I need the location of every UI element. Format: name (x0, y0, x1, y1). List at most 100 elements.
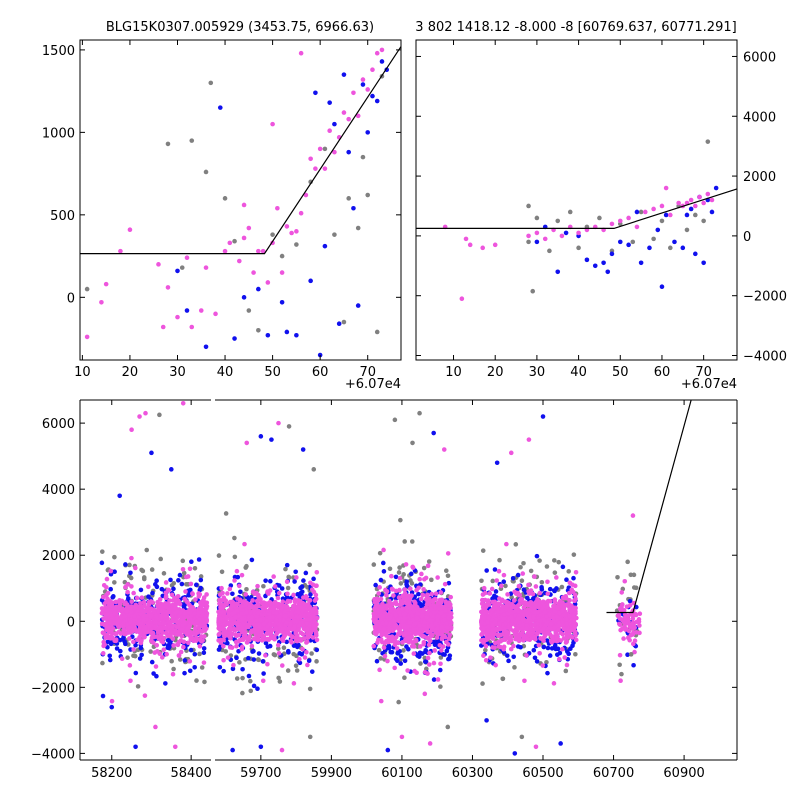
data-point-gray (651, 236, 656, 242)
data-point-magenta (265, 661, 270, 667)
data-point-magenta (463, 236, 469, 242)
data-point-blue (663, 212, 669, 218)
data-point-magenta (420, 613, 425, 619)
data-point-blue (230, 591, 235, 597)
data-point-magenta (289, 230, 294, 236)
data-point-magenta (217, 613, 222, 618)
data-point-blue (378, 577, 384, 583)
data-point-magenta (311, 614, 316, 619)
x-tick-label: 60 (312, 365, 329, 380)
data-point-magenta (433, 621, 439, 626)
data-point-magenta (439, 648, 444, 653)
data-point-gray (576, 245, 581, 251)
data-point-magenta (380, 620, 385, 626)
data-point-magenta (227, 240, 233, 246)
data-point-gray (261, 583, 266, 589)
data-point-blue (171, 586, 176, 592)
data-point-magenta (374, 619, 379, 624)
data-point-gray (294, 242, 299, 247)
data-point-magenta (160, 324, 166, 330)
data-point-gray (139, 567, 144, 573)
data-point-gray (512, 665, 517, 670)
data-point-magenta (417, 623, 423, 628)
data-point-magenta (302, 655, 308, 660)
data-point-magenta (422, 620, 427, 625)
data-point-magenta (163, 593, 169, 599)
data-point-magenta (155, 599, 160, 605)
x-tick-label: 20 (487, 365, 504, 380)
data-point-blue (446, 580, 452, 586)
data-point-gray (396, 699, 401, 705)
data-point-blue (299, 651, 305, 657)
data-point-magenta (447, 612, 453, 618)
data-point-magenta (153, 619, 159, 625)
data-point-blue (240, 666, 245, 672)
data-point-magenta (387, 615, 393, 621)
data-point-gray (279, 253, 285, 259)
data-point-magenta (406, 639, 412, 645)
data-point-blue (693, 251, 698, 257)
data-point-magenta (276, 650, 282, 656)
data-point-magenta (119, 656, 125, 662)
data-point-magenta (390, 587, 396, 592)
panel-top-left-points (84, 47, 390, 358)
data-point-blue (308, 278, 313, 284)
data-point-gray (314, 659, 319, 664)
data-point-magenta (297, 622, 302, 628)
data-point-magenta (609, 221, 615, 227)
data-point-magenta (127, 625, 132, 630)
data-point-blue (133, 670, 139, 676)
data-point-magenta (306, 612, 311, 618)
data-point-blue (188, 647, 194, 653)
data-point-gray (271, 652, 277, 657)
data-point-magenta (151, 608, 156, 613)
data-point-magenta (375, 628, 381, 634)
data-point-blue (192, 664, 197, 670)
data-point-magenta (183, 574, 189, 580)
data-point-magenta (516, 583, 522, 589)
data-point-magenta (268, 627, 274, 632)
data-point-blue (267, 643, 273, 649)
model-line (416, 188, 738, 230)
data-point-magenta (197, 643, 203, 649)
data-point-magenta (383, 630, 388, 636)
data-point-blue (230, 666, 236, 672)
data-point-magenta (218, 637, 224, 643)
data-point-magenta (101, 582, 107, 588)
data-point-blue (111, 594, 116, 599)
data-point-blue (560, 564, 566, 570)
data-point-magenta (355, 113, 361, 119)
data-point-magenta (263, 653, 268, 658)
data-point-gray (547, 248, 552, 254)
data-point-magenta (274, 617, 279, 623)
data-point-blue (177, 572, 183, 578)
data-point-magenta (261, 621, 267, 627)
data-point-magenta (103, 635, 109, 640)
data-point-magenta (174, 631, 180, 637)
data-point-gray (556, 559, 562, 565)
data-point-magenta (131, 590, 136, 596)
data-point-magenta (372, 596, 377, 602)
data-point-blue (179, 581, 185, 587)
x-tick-label: 50 (264, 365, 281, 380)
data-point-magenta (202, 606, 208, 612)
data-point-blue (638, 260, 644, 266)
data-point-magenta (402, 615, 408, 621)
data-point-gray (270, 232, 275, 237)
x-tick-label: 40 (570, 365, 587, 380)
data-point-gray (539, 580, 545, 585)
data-point-magenta (430, 624, 436, 630)
data-point-blue (182, 658, 188, 663)
data-point-gray (332, 232, 337, 237)
data-point-blue (314, 647, 320, 653)
data-point-magenta (393, 599, 398, 605)
data-point-magenta (393, 634, 399, 640)
data-point-magenta (279, 636, 285, 642)
data-point-magenta (392, 665, 397, 671)
data-point-magenta (374, 623, 379, 629)
data-point-gray (526, 203, 531, 209)
data-point-blue (322, 243, 328, 249)
data-point-blue (394, 658, 400, 664)
data-point-gray (208, 80, 214, 86)
data-point-magenta (182, 596, 187, 602)
